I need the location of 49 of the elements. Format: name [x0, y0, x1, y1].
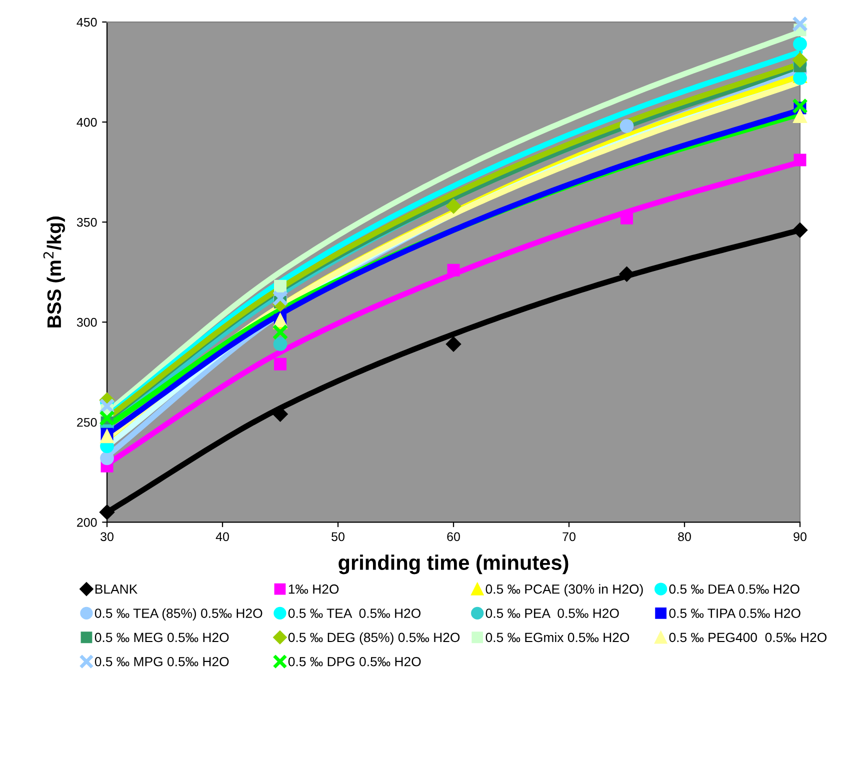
legend-label: 0.5 ‰ DEA 0.5‰ H2O: [669, 584, 800, 594]
legend-label: 0.5 ‰ TEA (85%) 0.5‰ H2O: [94, 608, 262, 621]
x-tick-label: 90: [794, 532, 806, 542]
point: [99, 504, 115, 520]
legend-label: 0.5 ‰ PEG400 0.5‰ H2O: [669, 632, 827, 642]
x-axis-title: grinding time (minutes): [338, 554, 568, 574]
point: [446, 198, 462, 214]
point: [274, 358, 287, 370]
point: [620, 212, 634, 224]
point: [100, 451, 114, 466]
y-tick-label: 250: [77, 418, 97, 427]
y-tick-label: 450: [76, 18, 97, 27]
legend-label: 0.5 ‰ TEA 0.5‰ H2O: [288, 608, 420, 618]
legend-label: 0.5 ‰ MPG 0.5‰ H2O: [94, 656, 229, 666]
legend-label: 0.5 ‰ MEG 0.5‰ H2O: [94, 632, 229, 642]
point: [273, 337, 288, 352]
legend-label: 0.5 ‰ PEA 0.5‰ H2O: [486, 608, 619, 618]
y-axis-title: BSS (m$^{2}$/kg): [43, 216, 66, 328]
point: [793, 71, 807, 85]
legend-label: 0.5 ‰ DPG 0.5‰ H2O: [288, 656, 421, 666]
y-tick-label: 350: [76, 218, 97, 227]
point: [792, 98, 808, 114]
x-tick-label: 40: [216, 532, 229, 542]
point: [447, 264, 460, 276]
point: [620, 119, 634, 133]
point: [446, 336, 462, 352]
legend-label: 0.5 ‰ DEG (85%) 0.5‰ H2O: [288, 632, 460, 645]
point: [792, 16, 808, 32]
point: [272, 324, 288, 340]
x-tick-label: 50: [332, 532, 344, 542]
point: [793, 37, 807, 51]
point: [274, 280, 287, 292]
x-tick-label: 30: [100, 532, 114, 542]
x-tick-label: 70: [562, 532, 576, 542]
y-tick-label: 400: [76, 118, 97, 127]
point: [792, 52, 808, 68]
point: [793, 109, 807, 123]
legend-label: BLANK: [95, 584, 138, 594]
legend-label: 0.5 ‰ PCAE (30% in H2O): [486, 584, 643, 596]
point: [792, 222, 808, 238]
legend-label: 1‰ H2O: [288, 584, 339, 594]
legend-label: 0.5 ‰ TIPA 0.5‰ H2O: [669, 608, 800, 618]
x-tick-label: 60: [447, 532, 460, 542]
point: [794, 154, 806, 166]
y-tick-label: 200: [77, 518, 97, 527]
point: [100, 429, 114, 444]
legend-label: 0.5 ‰ EGmix 0.5‰ H2O: [486, 632, 630, 642]
x-tick-label: 80: [678, 532, 691, 542]
y-tick-label: 300: [76, 318, 97, 327]
